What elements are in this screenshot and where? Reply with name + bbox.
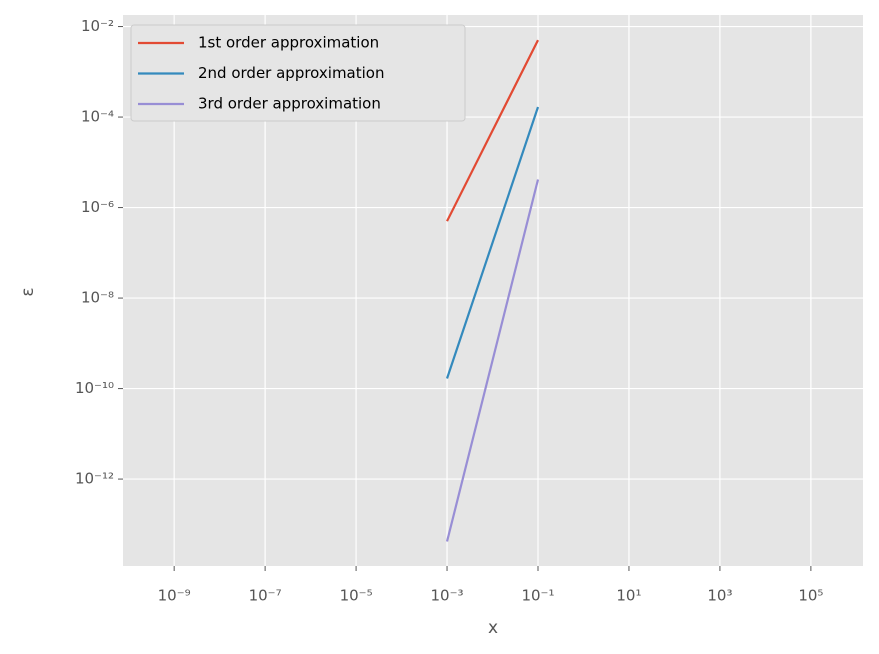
line [446,39,539,222]
x-tick-label: 10⁻³ [431,587,464,605]
x-tick-label: 10¹ [616,587,641,605]
y-axis-label: ε [18,287,38,296]
x-tick-label: 10⁵ [798,587,823,605]
y-tick-label: 10⁻² [81,17,114,35]
line [445,179,540,542]
legend-box [130,24,466,122]
x-tick-label: 10⁻¹ [521,587,554,605]
x-tick-label: 10³ [707,587,732,605]
legend-label: 3rd order approximation [198,95,381,113]
y-tick-label: 10⁻¹⁰ [75,379,114,397]
y-tick-label: 10⁻⁸ [81,289,114,307]
x-tick-label: 10⁻⁹ [158,587,191,605]
legend-label: 2nd order approximation [198,64,384,82]
y-tick-label: 10⁻⁴ [81,108,114,126]
x-axis-label: x [488,618,498,638]
legend-label: 1st order approximation [198,34,379,52]
x-tick-label: 10⁻⁷ [249,587,282,605]
y-tick-label: 10⁻¹² [75,470,114,488]
y-tick-label: 10⁻⁶ [81,198,114,216]
x-tick-label: 10⁻⁵ [340,587,373,605]
line [445,106,540,379]
